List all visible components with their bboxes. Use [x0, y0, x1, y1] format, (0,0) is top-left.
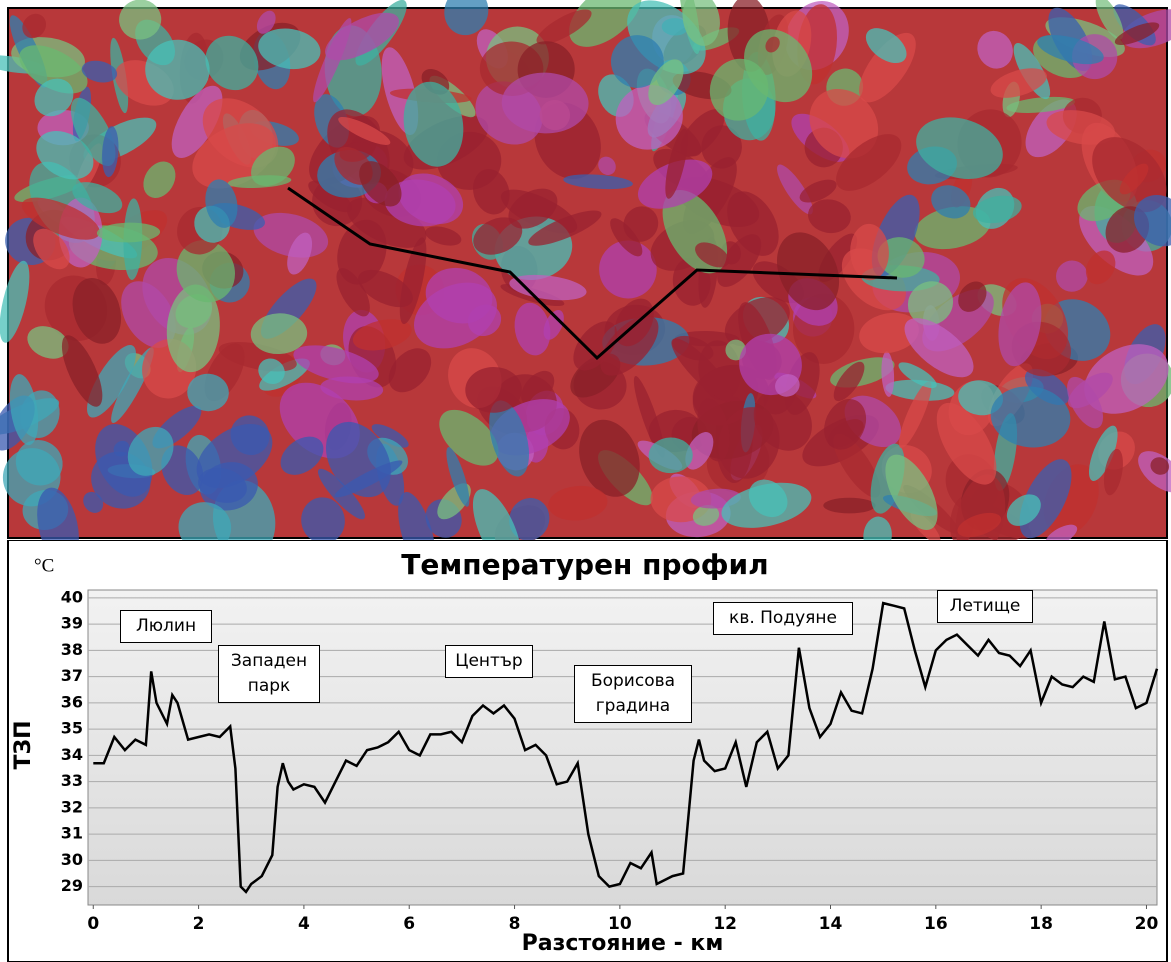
map-area — [823, 498, 875, 514]
x-axis-label: Разстояние - км — [522, 931, 724, 956]
y-tick-label: 40 — [61, 587, 83, 606]
y-tick-label: 38 — [61, 640, 83, 659]
y-tick-label: 34 — [61, 745, 83, 764]
annotation: Люлин — [120, 610, 212, 643]
annotation: Борисова градина — [574, 665, 692, 723]
x-tick-label: 20 — [1135, 914, 1159, 934]
annotation: кв. Подуяне — [713, 602, 853, 635]
chart-title: Температурен профил — [401, 548, 768, 581]
x-tick-label: 14 — [819, 914, 843, 934]
x-tick-label: 6 — [403, 914, 415, 934]
y-tick-label: 30 — [61, 850, 83, 869]
x-tick-label: 12 — [713, 914, 737, 934]
y-tick-label: 36 — [61, 692, 83, 711]
unit-label: °C — [34, 555, 54, 576]
y-tick-label: 31 — [61, 824, 83, 843]
x-tick-label: 0 — [87, 914, 99, 934]
page: Температурен профил °C Разстояние - км Т… — [0, 0, 1171, 962]
plot-area — [88, 590, 1157, 905]
annotation: Център — [445, 645, 533, 678]
x-tick-label: 16 — [924, 914, 948, 934]
x-tick-label: 10 — [608, 914, 632, 934]
annotation: Западен парк — [218, 645, 320, 703]
y-axis-label: ТЗП — [11, 720, 36, 769]
heat-map — [0, 0, 1171, 540]
x-tick-label: 8 — [509, 914, 521, 934]
y-tick-label: 32 — [61, 797, 83, 816]
y-tick-label: 35 — [61, 719, 83, 738]
y-tick-label: 29 — [61, 876, 83, 895]
x-tick-label: 18 — [1029, 914, 1053, 934]
y-tick-label: 39 — [61, 614, 83, 633]
y-tick-label: 37 — [61, 666, 83, 685]
annotation: Летище — [937, 590, 1033, 623]
x-tick-label: 4 — [298, 914, 310, 934]
y-tick-label: 33 — [61, 771, 83, 790]
x-tick-label: 2 — [193, 914, 205, 934]
